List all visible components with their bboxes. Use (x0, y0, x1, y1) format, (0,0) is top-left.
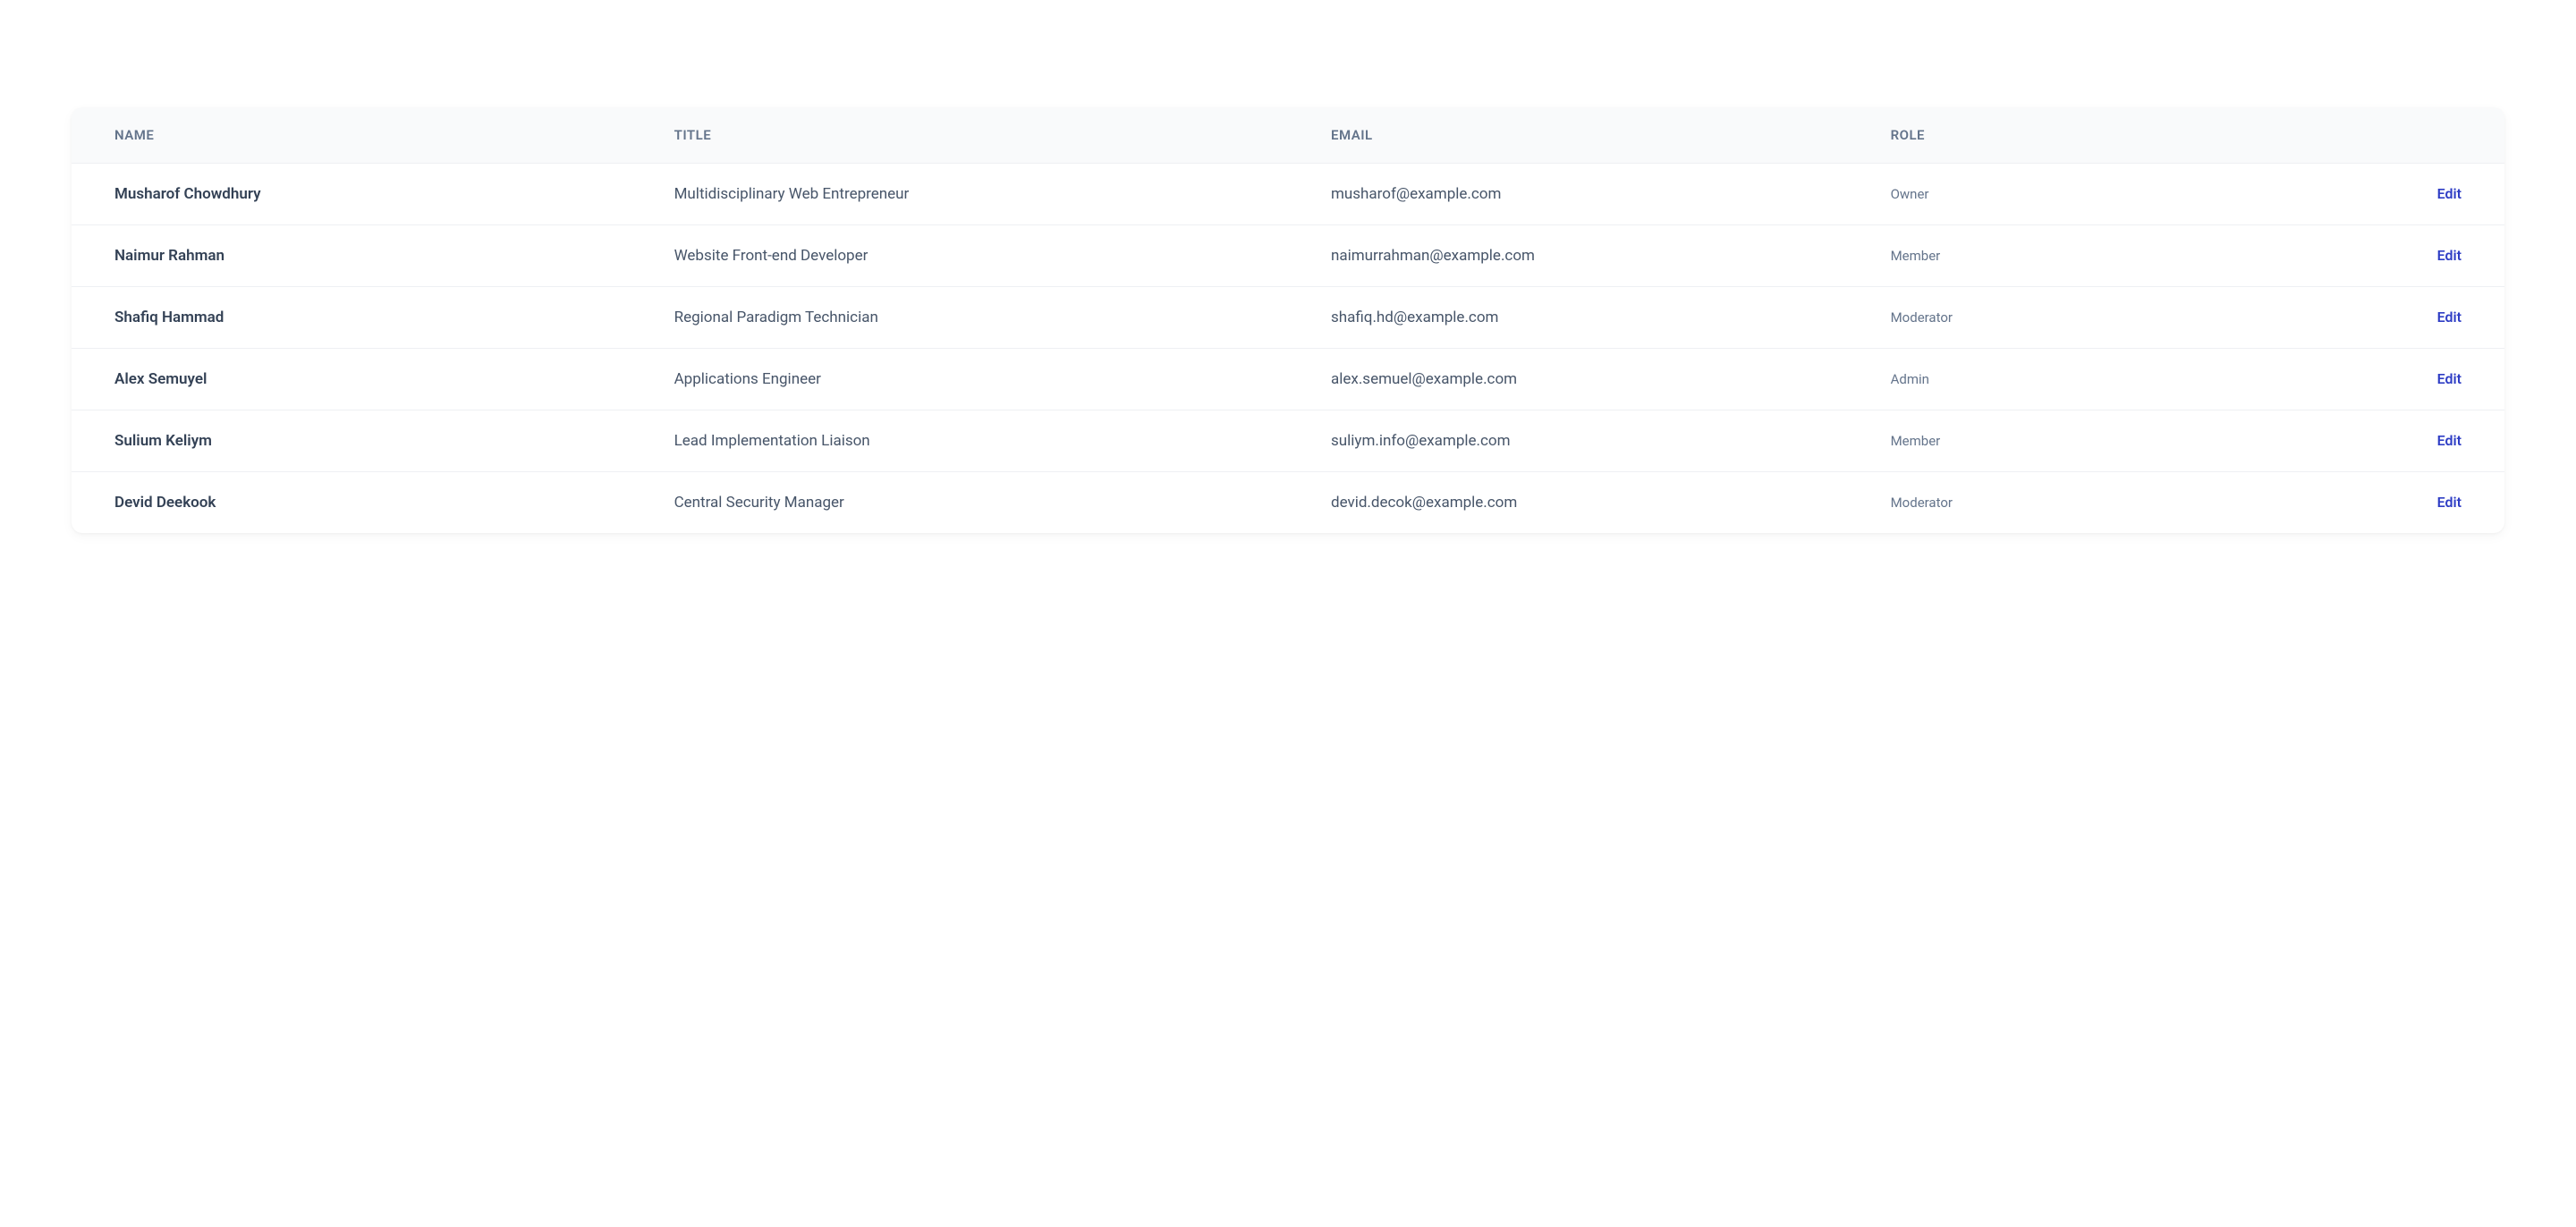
edit-link[interactable]: Edit (2437, 185, 2462, 202)
edit-link[interactable]: Edit (2437, 432, 2462, 449)
table-header: NAME TITLE EMAIL ROLE (72, 107, 2504, 164)
col-header-name: NAME (72, 107, 631, 164)
users-table: NAME TITLE EMAIL ROLE Musharof Chowdhury… (72, 107, 2504, 533)
edit-link[interactable]: Edit (2437, 247, 2462, 264)
col-header-email: EMAIL (1288, 107, 1848, 164)
cell-title: Applications Engineer (631, 349, 1288, 410)
cell-action: Edit (2213, 410, 2504, 472)
cell-role: Moderator (1848, 287, 2213, 349)
cell-role: Member (1848, 410, 2213, 472)
cell-name: Devid Deekook (72, 472, 631, 534)
cell-email: suliym.info@example.com (1288, 410, 1848, 472)
cell-role: Owner (1848, 164, 2213, 225)
cell-action: Edit (2213, 287, 2504, 349)
cell-action: Edit (2213, 164, 2504, 225)
cell-name: Sulium Keliym (72, 410, 631, 472)
edit-link[interactable]: Edit (2437, 494, 2462, 511)
table-row: Sulium KeliymLead Implementation Liaison… (72, 410, 2504, 472)
cell-role: Moderator (1848, 472, 2213, 534)
cell-name: Naimur Rahman (72, 225, 631, 287)
cell-email: musharof@example.com (1288, 164, 1848, 225)
cell-title: Lead Implementation Liaison (631, 410, 1288, 472)
cell-title: Central Security Manager (631, 472, 1288, 534)
cell-email: shafiq.hd@example.com (1288, 287, 1848, 349)
cell-email: naimurrahman@example.com (1288, 225, 1848, 287)
cell-action: Edit (2213, 349, 2504, 410)
table-row: Shafiq HammadRegional Paradigm Technicia… (72, 287, 2504, 349)
edit-link[interactable]: Edit (2437, 309, 2462, 326)
cell-action: Edit (2213, 225, 2504, 287)
table-row: Alex SemuyelApplications Engineeralex.se… (72, 349, 2504, 410)
table-body: Musharof ChowdhuryMultidisciplinary Web … (72, 164, 2504, 534)
cell-name: Musharof Chowdhury (72, 164, 631, 225)
table-row: Devid DeekookCentral Security Managerdev… (72, 472, 2504, 534)
cell-name: Shafiq Hammad (72, 287, 631, 349)
cell-title: Multidisciplinary Web Entrepreneur (631, 164, 1288, 225)
cell-title: Regional Paradigm Technician (631, 287, 1288, 349)
col-header-title: TITLE (631, 107, 1288, 164)
cell-title: Website Front-end Developer (631, 225, 1288, 287)
users-table-card: NAME TITLE EMAIL ROLE Musharof Chowdhury… (72, 107, 2504, 533)
cell-name: Alex Semuyel (72, 349, 631, 410)
table-row: Musharof ChowdhuryMultidisciplinary Web … (72, 164, 2504, 225)
col-header-action (2213, 107, 2504, 164)
col-header-role: ROLE (1848, 107, 2213, 164)
cell-email: alex.semuel@example.com (1288, 349, 1848, 410)
edit-link[interactable]: Edit (2437, 370, 2462, 387)
cell-role: Admin (1848, 349, 2213, 410)
cell-action: Edit (2213, 472, 2504, 534)
table-row: Naimur RahmanWebsite Front-end Developer… (72, 225, 2504, 287)
cell-email: devid.decok@example.com (1288, 472, 1848, 534)
cell-role: Member (1848, 225, 2213, 287)
